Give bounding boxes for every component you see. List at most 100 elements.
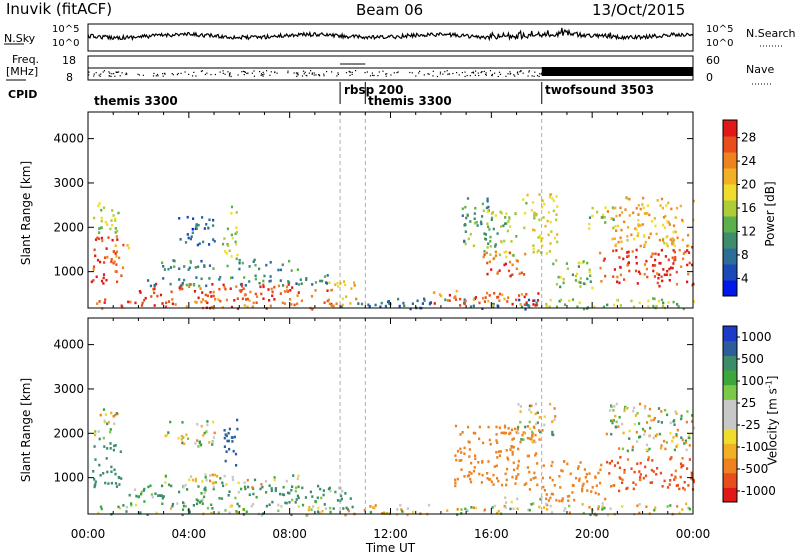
data-cell (164, 474, 167, 478)
data-cell (656, 272, 659, 275)
data-cell (461, 214, 464, 217)
data-cell (664, 408, 667, 412)
nsky-label: N.Sky (4, 32, 36, 45)
data-cell (467, 425, 470, 429)
data-cell (635, 255, 638, 259)
x-tick-label: 00:00 (676, 527, 711, 541)
data-cell (671, 237, 674, 240)
data-cell (652, 297, 655, 300)
data-cell (503, 263, 506, 267)
data-cell (129, 300, 132, 304)
data-cell (231, 276, 234, 279)
data-cell (239, 290, 242, 293)
data-cell (252, 492, 255, 496)
data-cell (621, 481, 624, 484)
data-cell (656, 433, 659, 436)
data-cell (511, 475, 514, 479)
data-cell (222, 484, 225, 488)
data-cell (492, 473, 495, 477)
data-cell (588, 506, 591, 509)
data-cell (507, 269, 511, 273)
data-cell (545, 252, 548, 255)
data-cell (669, 457, 672, 461)
data-cell (208, 218, 211, 222)
data-cell (244, 284, 247, 287)
station-title: Inuvik (fitACF) (6, 0, 113, 18)
data-cell (340, 494, 343, 498)
data-cell (283, 290, 286, 293)
data-cell (181, 287, 184, 291)
data-cell (304, 496, 307, 499)
data-cell (543, 489, 546, 492)
data-cell (171, 302, 174, 306)
nave-dot (337, 73, 339, 75)
data-cell (648, 434, 651, 438)
data-cell (643, 429, 646, 433)
data-cell (574, 279, 577, 282)
data-cell (495, 439, 498, 442)
data-cell (610, 405, 613, 409)
data-cell (575, 476, 578, 480)
data-cell (610, 485, 613, 488)
data-cell (512, 254, 515, 257)
data-cell (237, 490, 240, 494)
data-cell (491, 506, 494, 509)
freq-tick-bottom: 8 (66, 71, 73, 84)
data-cell (213, 473, 217, 477)
data-cell (161, 502, 164, 506)
data-cell (686, 280, 689, 284)
data-cell (211, 473, 214, 477)
y-tick-label: 1000 (53, 265, 84, 279)
data-cell (201, 298, 205, 301)
data-cell (433, 291, 436, 294)
data-cell (692, 480, 695, 484)
data-cell (218, 497, 221, 500)
data-cell (681, 457, 684, 460)
data-cell (671, 266, 674, 270)
nave-dot (246, 72, 248, 75)
nave-dot (153, 72, 155, 74)
data-cell (339, 486, 342, 490)
nave-dot (118, 71, 120, 73)
data-cell (649, 426, 652, 430)
data-cell (644, 212, 647, 215)
data-cell (209, 291, 212, 294)
data-cell (638, 470, 641, 473)
colorbar-tick-label: 24 (741, 154, 756, 168)
data-cell (206, 420, 209, 423)
data-cell (351, 505, 354, 509)
data-cell (626, 264, 629, 267)
data-cell (526, 425, 529, 428)
data-cell (594, 491, 597, 495)
data-cell (291, 286, 294, 289)
data-cell (531, 440, 534, 443)
data-cell (107, 421, 110, 424)
nave-dot (164, 72, 166, 74)
y-tick-label: 1000 (53, 471, 84, 485)
data-cell (647, 305, 650, 308)
data-cell (203, 227, 206, 230)
data-cell (446, 299, 449, 302)
data-cell (529, 478, 532, 481)
data-cell (621, 422, 624, 426)
nave-dot (396, 72, 398, 74)
cpid-label: CPID (8, 88, 38, 101)
data-cell (107, 482, 110, 485)
nave-dot (116, 71, 118, 73)
data-cell (659, 471, 662, 475)
data-cell (371, 506, 375, 509)
data-cell (474, 457, 477, 460)
data-cell (571, 483, 574, 487)
data-cell (106, 422, 109, 426)
data-cell (509, 274, 512, 278)
data-cell (102, 436, 105, 440)
data-cell (666, 413, 669, 417)
data-cell (207, 226, 210, 230)
data-cell (374, 303, 377, 307)
data-cell (633, 237, 636, 241)
data-cell (533, 439, 536, 443)
data-cell (155, 282, 158, 286)
data-cell (526, 436, 529, 440)
data-cell (258, 281, 261, 285)
data-cell (251, 486, 254, 489)
